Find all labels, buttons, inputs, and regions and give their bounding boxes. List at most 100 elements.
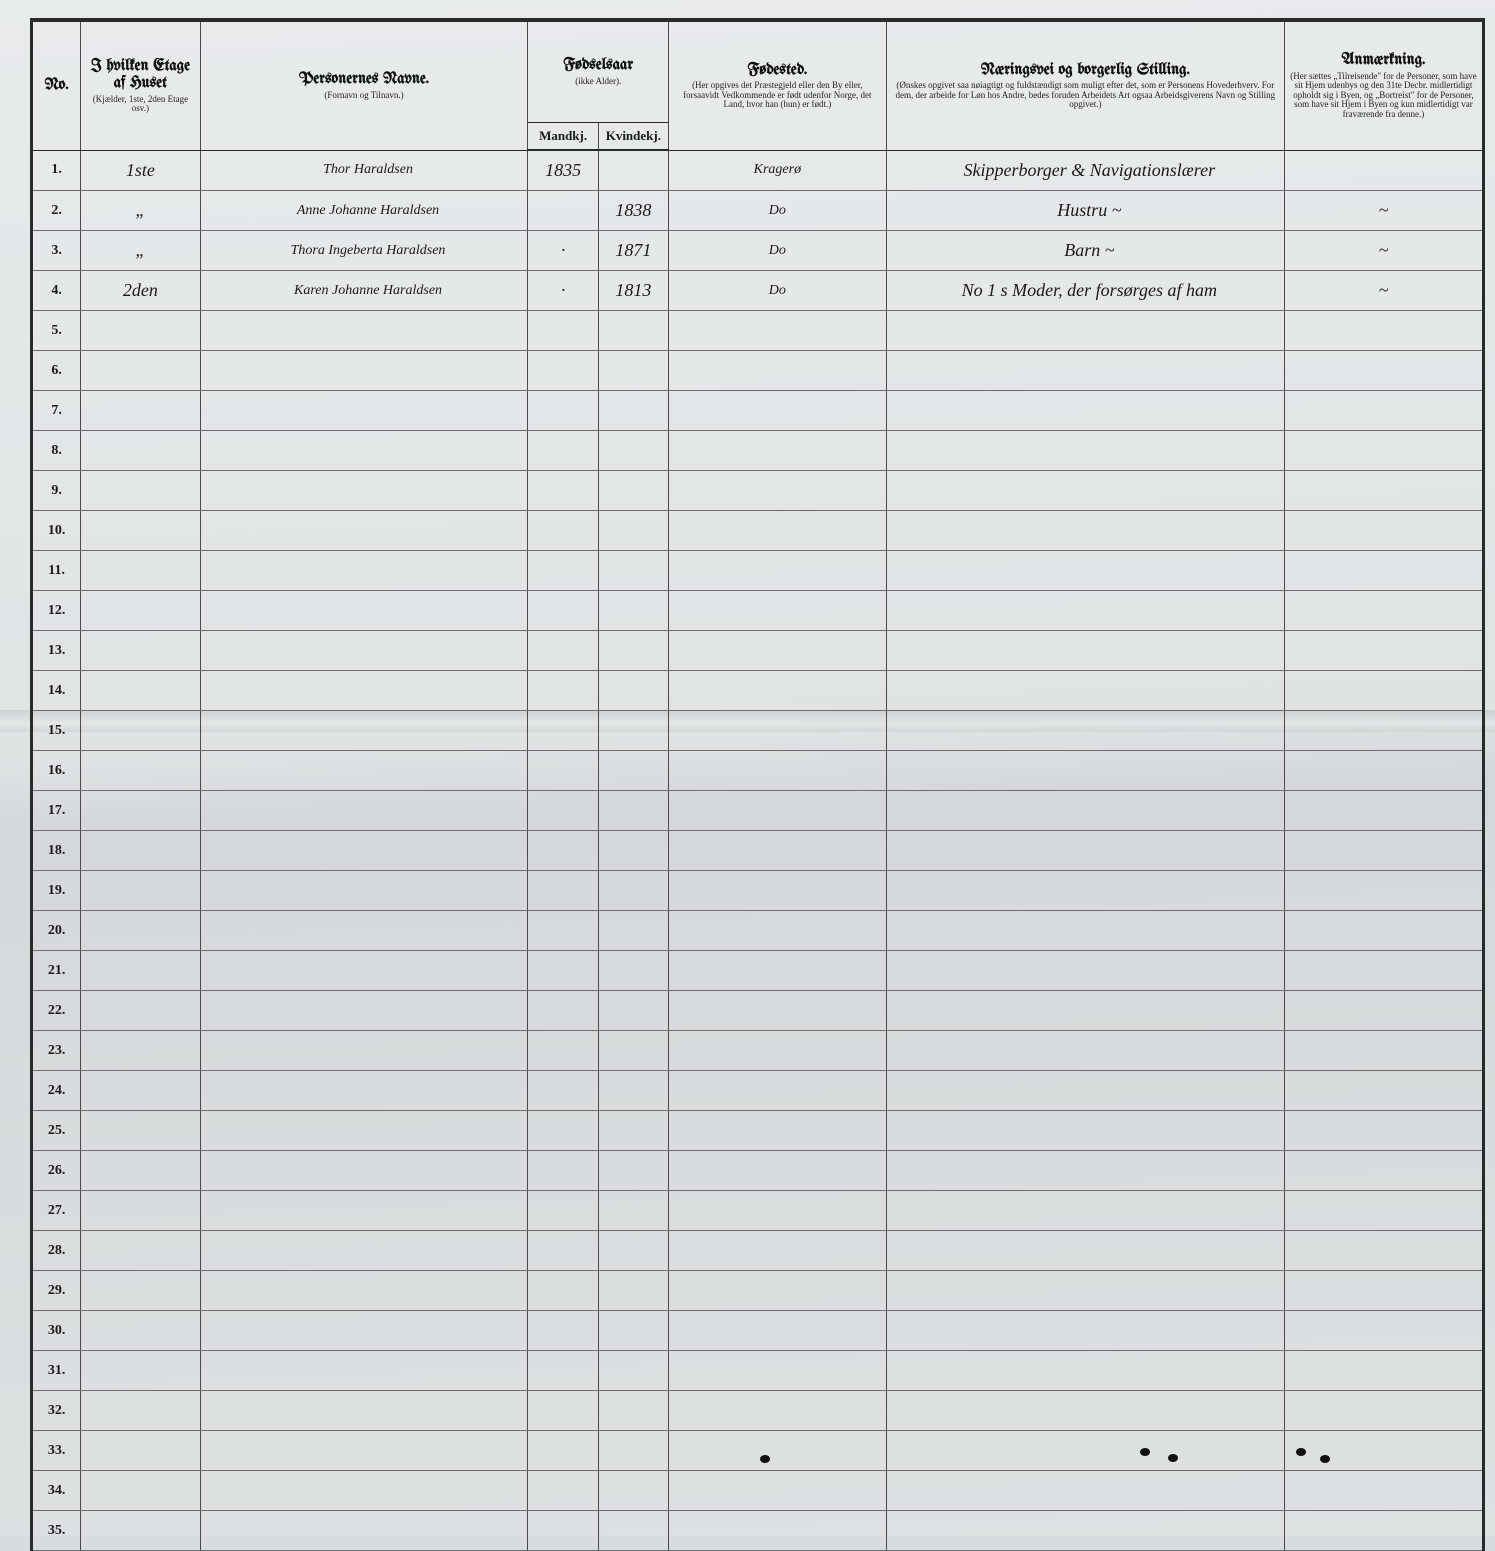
cell-kvindekj xyxy=(598,311,668,351)
row-number: 7. xyxy=(32,391,81,431)
table-row: 34. xyxy=(32,1471,1484,1511)
cell-fodested xyxy=(668,551,886,591)
col-stilling-title: Næringsvei og borgerlig Stilling. xyxy=(981,62,1190,79)
cell-fodested xyxy=(668,1031,886,1071)
cell-stilling xyxy=(886,631,1284,671)
cell-anmerkning xyxy=(1284,711,1483,751)
cell-kvindekj: 1871 xyxy=(598,231,668,271)
cell-mandkj xyxy=(528,1431,598,1471)
row-number: 23. xyxy=(32,1031,81,1071)
cell-mandkj: 1835 xyxy=(528,150,598,191)
row-number: 26. xyxy=(32,1151,81,1191)
cell-navn xyxy=(200,1311,528,1351)
cell-etage xyxy=(81,1391,200,1431)
cell-fodested xyxy=(668,1391,886,1431)
cell-kvindekj xyxy=(598,631,668,671)
cell-mandkj xyxy=(528,631,598,671)
row-number: 19. xyxy=(32,871,81,911)
cell-stilling xyxy=(886,991,1284,1031)
cell-kvindekj xyxy=(598,831,668,871)
cell-etage xyxy=(81,911,200,951)
cell-fodested xyxy=(668,391,886,431)
cell-stilling xyxy=(886,1191,1284,1231)
cell-anmerkning xyxy=(1284,351,1483,391)
cell-etage: 1ste xyxy=(81,150,200,191)
cell-navn xyxy=(200,431,528,471)
cell-kvindekj xyxy=(598,1111,668,1151)
table-row: 21. xyxy=(32,951,1484,991)
cell-etage xyxy=(81,1151,200,1191)
table-wrap: No. I hvilken Etage af Huset (Kjælder, 1… xyxy=(30,18,1485,1551)
cell-navn xyxy=(200,1031,528,1071)
ink-blot xyxy=(1140,1448,1150,1456)
cell-etage xyxy=(81,1471,200,1511)
cell-anmerkning xyxy=(1284,591,1483,631)
cell-stilling xyxy=(886,431,1284,471)
cell-fodested xyxy=(668,1151,886,1191)
cell-anmerkning xyxy=(1284,1151,1483,1191)
cell-kvindekj xyxy=(598,1471,668,1511)
cell-fodested xyxy=(668,791,886,831)
ink-blot xyxy=(760,1455,770,1463)
cell-stilling xyxy=(886,1311,1284,1351)
table-row: 28. xyxy=(32,1231,1484,1271)
cell-fodested xyxy=(668,991,886,1031)
cell-anmerkning xyxy=(1284,150,1483,191)
row-number: 12. xyxy=(32,591,81,631)
cell-kvindekj xyxy=(598,1071,668,1111)
cell-etage xyxy=(81,311,200,351)
ink-blot xyxy=(1168,1454,1178,1462)
cell-fodested xyxy=(668,951,886,991)
cell-etage xyxy=(81,1511,200,1551)
cell-fodested xyxy=(668,1191,886,1231)
row-number: 20. xyxy=(32,911,81,951)
row-number: 1. xyxy=(32,150,81,191)
table-row: 24. xyxy=(32,1071,1484,1111)
row-number: 14. xyxy=(32,671,81,711)
cell-stilling xyxy=(886,911,1284,951)
cell-stilling: Barn ~ xyxy=(886,231,1284,271)
header-row-1: No. I hvilken Etage af Huset (Kjælder, 1… xyxy=(32,21,1484,123)
cell-fodested xyxy=(668,1231,886,1271)
cell-anmerkning xyxy=(1284,1111,1483,1151)
table-row: 19. xyxy=(32,871,1484,911)
cell-mandkj xyxy=(528,1031,598,1071)
cell-navn xyxy=(200,951,528,991)
cell-mandkj xyxy=(528,831,598,871)
cell-kvindekj xyxy=(598,1351,668,1391)
table-row: 26. xyxy=(32,1151,1484,1191)
table-row: 16. xyxy=(32,751,1484,791)
row-number: 5. xyxy=(32,311,81,351)
cell-kvindekj xyxy=(598,751,668,791)
cell-mandkj xyxy=(528,1151,598,1191)
cell-stilling xyxy=(886,711,1284,751)
cell-navn xyxy=(200,1191,528,1231)
cell-etage xyxy=(81,391,200,431)
cell-etage xyxy=(81,1431,200,1471)
cell-kvindekj xyxy=(598,150,668,191)
cell-navn xyxy=(200,1431,528,1471)
cell-stilling xyxy=(886,831,1284,871)
cell-fodested xyxy=(668,591,886,631)
cell-etage xyxy=(81,831,200,871)
col-stilling-sub: (Ønskes opgivet saa nøiagtigt og fuldstæ… xyxy=(891,81,1280,109)
cell-etage xyxy=(81,671,200,711)
cell-fodested xyxy=(668,1111,886,1151)
table-row: 1.1steThor Haraldsen1835KragerøSkipperbo… xyxy=(32,150,1484,191)
cell-fodested xyxy=(668,511,886,551)
cell-mandkj xyxy=(528,311,598,351)
cell-etage xyxy=(81,511,200,551)
col-navne-title: Personernes Navne. xyxy=(299,71,429,88)
cell-kvindekj xyxy=(598,431,668,471)
table-row: 3.„Thora Ingeberta Haraldsen·1871DoBarn … xyxy=(32,231,1484,271)
table-row: 20. xyxy=(32,911,1484,951)
cell-anmerkning xyxy=(1284,391,1483,431)
cell-fodested xyxy=(668,1351,886,1391)
table-row: 30. xyxy=(32,1311,1484,1351)
cell-navn xyxy=(200,1351,528,1391)
cell-fodested xyxy=(668,631,886,671)
cell-kvindekj xyxy=(598,391,668,431)
ink-blot xyxy=(1296,1448,1306,1456)
cell-kvindekj xyxy=(598,1311,668,1351)
table-row: 22. xyxy=(32,991,1484,1031)
